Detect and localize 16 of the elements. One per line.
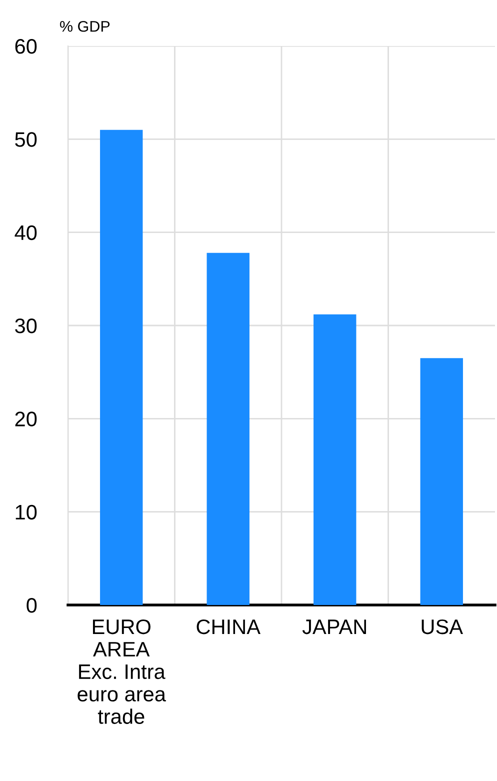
y-tick-label: 40 bbox=[14, 225, 37, 240]
y-tick-label: 50 bbox=[15, 132, 37, 147]
x-tick-label: EURO AREA Exc. Intra euro area trade bbox=[78, 619, 166, 724]
y-tick-label: 20 bbox=[15, 412, 37, 426]
y-tick-label: 0 bbox=[26, 598, 37, 613]
bar bbox=[420, 358, 463, 605]
x-tick-label: JAPAN bbox=[302, 620, 366, 634]
y-tick-label: 10 bbox=[16, 504, 37, 520]
y-tick-label: 60 bbox=[15, 39, 37, 54]
y-tick-label: 30 bbox=[15, 318, 37, 334]
bar bbox=[314, 314, 356, 605]
x-tick-label: USA bbox=[422, 619, 463, 634]
y-axis-title: % GDP bbox=[60, 20, 110, 32]
bar bbox=[206, 252, 250, 605]
x-tick-label: CHINA bbox=[196, 619, 260, 634]
bar bbox=[100, 130, 143, 605]
